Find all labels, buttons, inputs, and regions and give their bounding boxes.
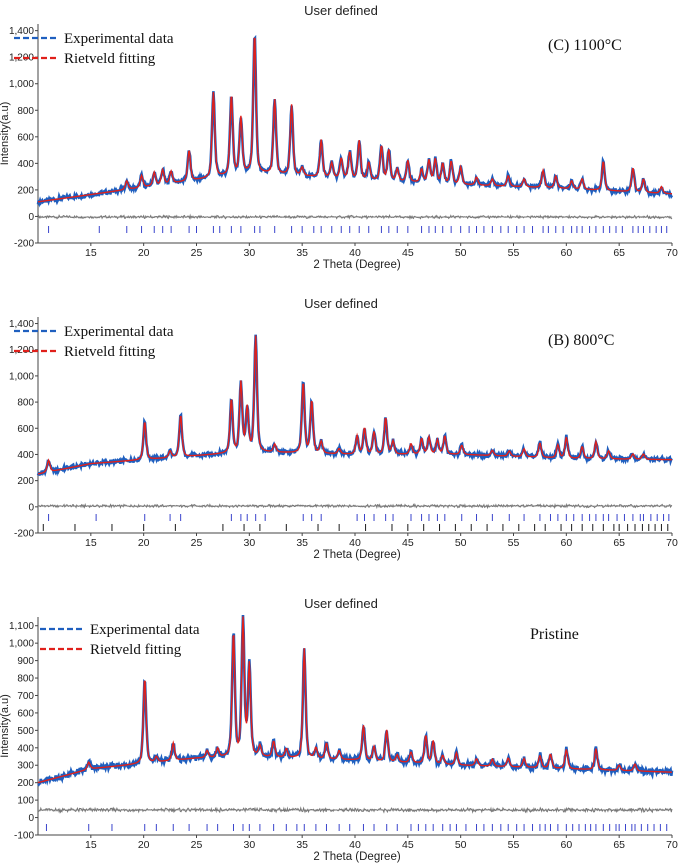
x-tick-label: 65 — [613, 537, 625, 549]
legend: Experimental data Rietveld fitting — [40, 622, 200, 658]
y-tick-label: 0 — [28, 212, 34, 223]
x-tick-label: 35 — [296, 247, 308, 259]
y-tick-label: 400 — [17, 450, 34, 461]
y-tick-label: 800 — [17, 674, 34, 685]
x-tick-label: 45 — [402, 839, 414, 851]
x-tick-label: 70 — [666, 537, 678, 549]
y-tick-label: 700 — [17, 691, 34, 702]
x-tick-label: 60 — [560, 839, 572, 851]
x-tick-label: 25 — [191, 247, 203, 259]
x-axis-label: 2 Theta (Degree) — [313, 259, 401, 271]
y-tick-label: 900 — [17, 656, 34, 667]
legend: Experimental data Rietveld fitting — [14, 31, 174, 67]
x-tick-label: 20 — [138, 839, 150, 851]
chart-title: User defined — [304, 596, 378, 611]
panel-annotation: (B) 800°C — [548, 332, 614, 349]
x-tick-label: 40 — [349, 537, 361, 549]
y-tick-label: 600 — [17, 132, 34, 143]
y-tick-label: -200 — [14, 239, 34, 250]
x-tick-label: 25 — [191, 537, 203, 549]
x-axis-label: 2 Theta (Degree) — [313, 851, 401, 863]
x-tick-label: 30 — [243, 839, 255, 851]
y-tick-label: 1,000 — [9, 79, 34, 90]
chart-title: User defined — [304, 296, 378, 311]
difference-curve — [37, 502, 673, 510]
x-tick-label: 30 — [243, 537, 255, 549]
chart-panel-3: User defined -100 0 100 200 300 400 500 600 700 80… — [0, 596, 678, 863]
x-tick-label: 40 — [349, 839, 361, 851]
x-tick-label: 60 — [560, 537, 572, 549]
y-tick-label: 1,200 — [9, 345, 34, 356]
y-tick-label: 200 — [17, 185, 34, 196]
y-tick-label: 100 — [17, 796, 34, 807]
legend-label: Rietveld fitting — [90, 642, 182, 658]
legend: Experimental data Rietveld fitting — [14, 324, 174, 360]
x-tick-label: 50 — [455, 839, 467, 851]
y-tick-label: 1,400 — [9, 26, 34, 37]
difference-curve — [37, 213, 673, 221]
x-tick-label: 25 — [191, 839, 203, 851]
y-tick-label: 600 — [17, 708, 34, 719]
legend-label: Rietveld fitting — [64, 344, 156, 360]
series-rietveld-fitting — [37, 616, 673, 784]
legend-label: Experimental data — [90, 622, 200, 638]
y-tick-label: 800 — [17, 398, 34, 409]
y-tick-label: 0 — [28, 813, 34, 824]
legend-label: Experimental data — [64, 31, 174, 47]
y-tick-label: 1,000 — [9, 639, 34, 650]
x-tick-label: 20 — [138, 537, 150, 549]
y-tick-label: 1,000 — [9, 371, 34, 382]
legend-label: Experimental data — [64, 324, 174, 340]
panel-annotation: (C) 1100°C — [548, 37, 622, 54]
x-tick-label: 50 — [455, 247, 467, 259]
y-tick-label: 500 — [17, 726, 34, 737]
y-tick-label: 400 — [17, 743, 34, 754]
x-tick-label: 45 — [402, 537, 414, 549]
series-rietveld-fitting — [37, 335, 673, 475]
series-rietveld-fitting — [37, 37, 673, 203]
x-tick-label: 55 — [508, 537, 520, 549]
y-axis-label: Intensity(a.u) — [0, 102, 11, 166]
y-tick-label: -100 — [14, 831, 34, 842]
x-tick-label: 50 — [455, 537, 467, 549]
chart-panel-2: User defined -200 0 200 400 600 800 1,000 1,200 1… — [9, 296, 678, 561]
chart-panel-1: User defined -200 0 200 400 600 800 1,000 1,200 1… — [0, 3, 678, 271]
x-tick-label: 15 — [85, 537, 97, 549]
y-tick-label: 300 — [17, 761, 34, 772]
x-tick-label: 30 — [243, 247, 255, 259]
x-tick-label: 45 — [402, 247, 414, 259]
y-tick-label: 400 — [17, 159, 34, 170]
y-tick-label: 200 — [17, 778, 34, 789]
y-tick-label: 200 — [17, 476, 34, 487]
x-axis-label: 2 Theta (Degree) — [313, 549, 401, 561]
x-tick-label: 20 — [138, 247, 150, 259]
panel-annotation: Pristine — [530, 626, 579, 643]
y-tick-label: 1,200 — [9, 53, 34, 64]
x-tick-label: 35 — [296, 537, 308, 549]
x-tick-label: 15 — [85, 839, 97, 851]
x-tick-label: 35 — [296, 839, 308, 851]
y-tick-label: 600 — [17, 424, 34, 435]
y-tick-label: 0 — [28, 502, 34, 513]
x-tick-label: 65 — [613, 247, 625, 259]
legend-label: Rietveld fitting — [64, 51, 156, 67]
x-tick-label: 70 — [666, 839, 678, 851]
y-tick-label: 800 — [17, 106, 34, 117]
difference-curve — [37, 806, 673, 814]
x-tick-label: 65 — [613, 839, 625, 851]
x-tick-label: 15 — [85, 247, 97, 259]
x-tick-label: 55 — [508, 839, 520, 851]
x-tick-label: 55 — [508, 247, 520, 259]
y-tick-label: 1,400 — [9, 319, 34, 330]
x-tick-label: 60 — [560, 247, 572, 259]
y-tick-label: -200 — [14, 529, 34, 540]
y-tick-label: 1,100 — [9, 621, 34, 632]
y-axis-label: Intensity(a.u) — [0, 694, 11, 758]
x-tick-label: 70 — [666, 247, 678, 259]
chart-title: User defined — [304, 3, 378, 18]
x-tick-label: 40 — [349, 247, 361, 259]
